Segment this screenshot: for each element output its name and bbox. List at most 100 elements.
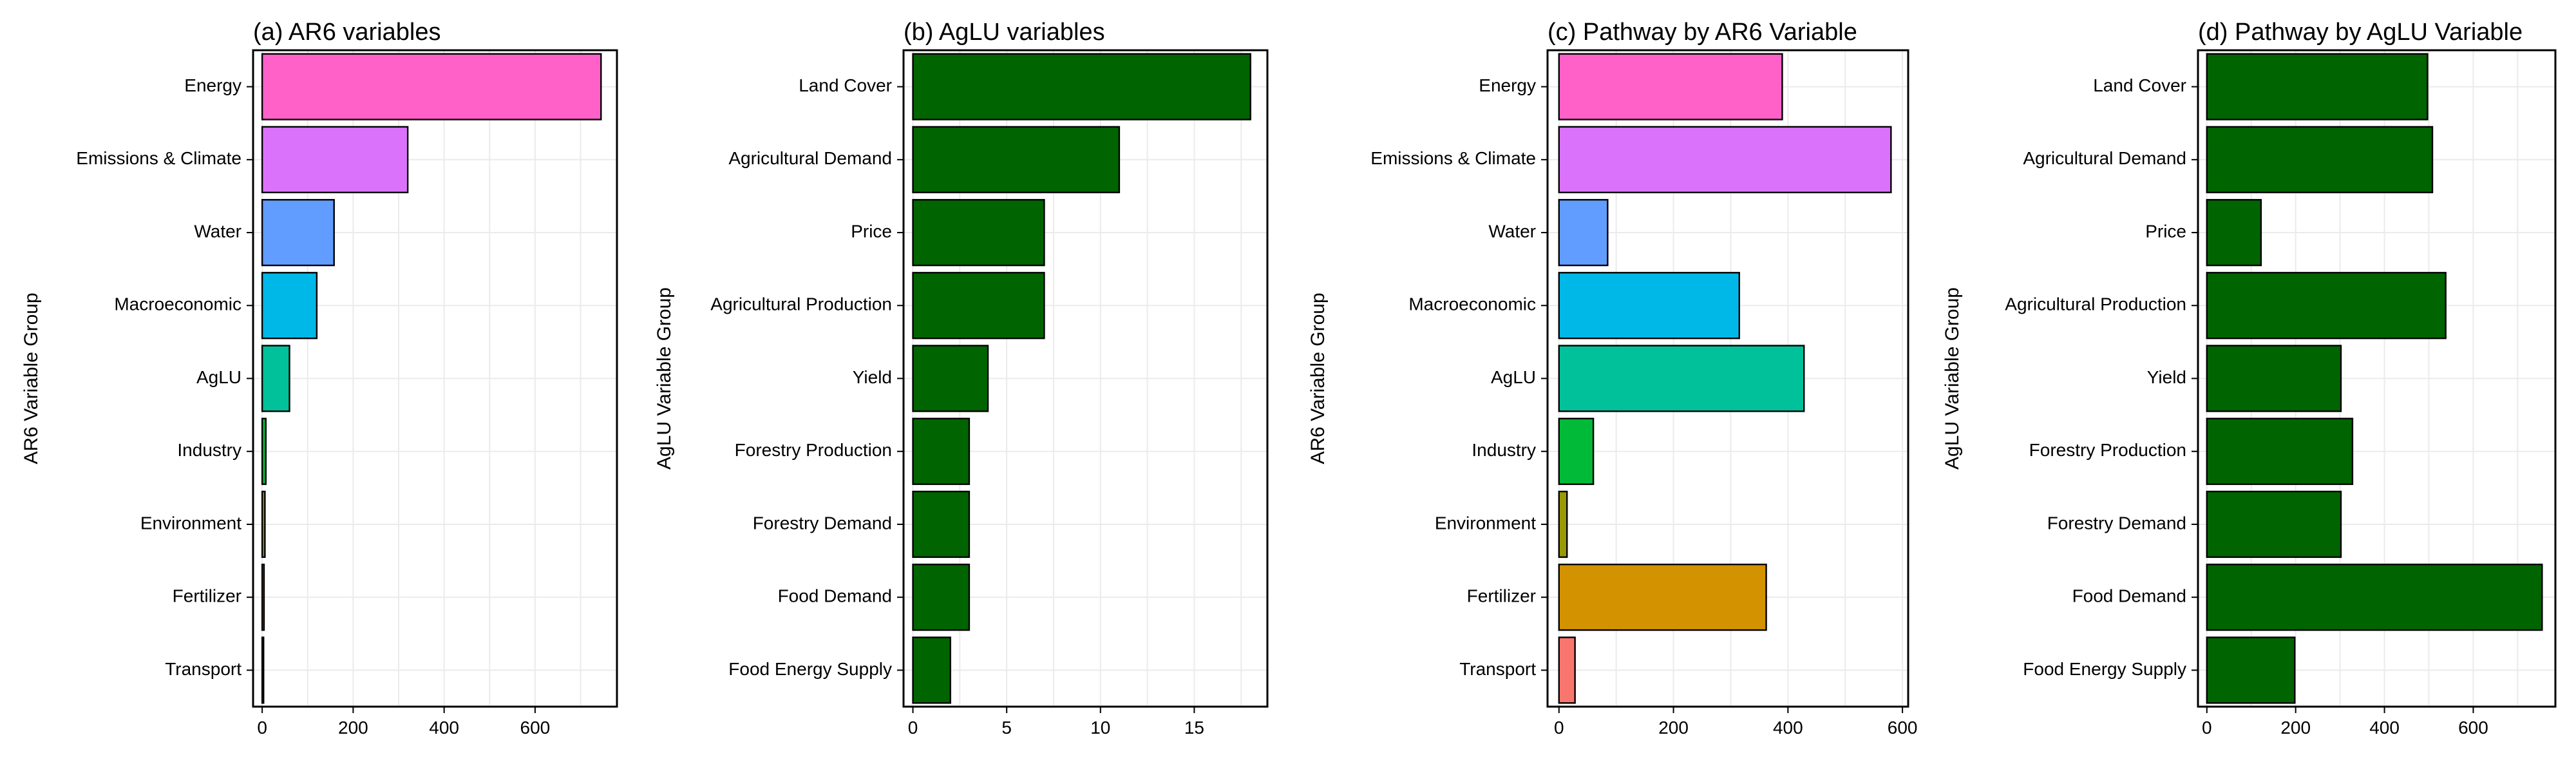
- bar-forestry-demand: [2206, 490, 2342, 558]
- y-tick-label: Land Cover: [2093, 75, 2186, 95]
- x-tick-label: 0: [257, 718, 267, 738]
- x-tick-label: 0: [2202, 718, 2212, 738]
- y-tick-label: Industry: [1472, 440, 1536, 460]
- y-tick-label: Fertilizer: [1467, 586, 1536, 606]
- bar-industry: [1558, 417, 1595, 485]
- y-tick-label: Forestry Demand: [753, 513, 892, 533]
- y-tick-label: Food Demand: [2072, 586, 2186, 606]
- y-tick-label: AgLU: [196, 367, 242, 387]
- y-tick-label: Land Cover: [799, 75, 892, 95]
- panel-border: [1546, 49, 1909, 708]
- bar-emissions-climate: [1558, 126, 1892, 193]
- bar-forestry-demand: [912, 490, 971, 558]
- panel-title: (a) AR6 variables: [253, 19, 440, 46]
- y-axis-title: AR6 Variable Group: [21, 292, 42, 464]
- bar-water: [261, 198, 335, 267]
- x-tick-label: 15: [1184, 718, 1204, 738]
- y-tick-label: Yield: [853, 367, 892, 387]
- bar-environment: [261, 490, 266, 558]
- y-tick-label: Environment: [1435, 513, 1536, 533]
- bar-food-demand: [2206, 564, 2543, 631]
- bar-emissions-climate: [261, 126, 409, 193]
- bar-transport: [1558, 636, 1576, 704]
- y-tick-label: Macroeconomic: [114, 294, 242, 314]
- panel-title: (c) Pathway by AR6 Variable: [1548, 19, 1857, 46]
- panel-title: (b) AgLU variables: [904, 19, 1105, 46]
- y-tick-label: Price: [2145, 221, 2186, 241]
- y-tick-label: Emissions & Climate: [1370, 148, 1536, 168]
- x-tick-label: 400: [429, 718, 459, 738]
- y-tick-label: Water: [194, 221, 242, 241]
- x-tick-label: 5: [1001, 718, 1012, 738]
- bar-agricultural-demand: [2206, 126, 2434, 193]
- y-tick-label: Yield: [2147, 367, 2186, 387]
- bar-agricultural-production: [2206, 272, 2447, 339]
- x-tick-label: 600: [1888, 718, 1918, 738]
- y-tick-label: Food Energy Supply: [728, 659, 892, 679]
- y-tick-label: Food Demand: [778, 586, 892, 606]
- bar-industry: [261, 417, 267, 485]
- panel-a: Energy Emissions & Climate Water Macroecono…: [21, 19, 618, 738]
- y-tick-label: Emissions & Climate: [76, 148, 242, 168]
- x-tick-label: 600: [520, 718, 551, 738]
- x-tick-label: 600: [2458, 718, 2488, 738]
- bar-agricultural-production: [912, 272, 1045, 339]
- y-tick-label: Food Energy Supply: [2023, 659, 2186, 679]
- bar-food-demand: [912, 564, 971, 631]
- bar-land-cover: [912, 53, 1251, 120]
- y-tick-label: Agricultural Production: [2005, 294, 2186, 314]
- bar-energy: [261, 53, 602, 120]
- y-tick-label: Energy: [184, 75, 242, 95]
- y-tick-label: Water: [1488, 221, 1536, 241]
- bar-price: [2206, 198, 2262, 267]
- y-tick-label: Environment: [140, 513, 242, 533]
- bar-yield: [2206, 345, 2342, 412]
- bar-fertilizer: [261, 564, 265, 631]
- bar-forestry-production: [912, 417, 971, 485]
- x-tick-label: 10: [1090, 718, 1110, 738]
- y-tick-label: Forestry Production: [735, 440, 892, 460]
- bar-energy: [1558, 53, 1783, 120]
- y-tick-label: Forestry Demand: [2047, 513, 2186, 533]
- panel-b: Land Cover Agricultural Demand Price Agricu…: [654, 19, 1269, 738]
- y-tick-label: Agricultural Demand: [2023, 148, 2186, 168]
- bar-yield: [912, 345, 989, 412]
- bar-forestry-production: [2206, 417, 2354, 485]
- bar-macroeconomic: [1558, 272, 1740, 339]
- bar-macroeconomic: [261, 272, 318, 339]
- x-tick-label: 200: [2280, 718, 2311, 738]
- bar-aglu: [261, 345, 290, 412]
- panel-title: (d) Pathway by AgLU Variable: [2198, 19, 2523, 46]
- x-tick-label: 200: [338, 718, 368, 738]
- x-tick-label: 0: [908, 718, 918, 738]
- bar-aglu: [1558, 345, 1805, 412]
- x-tick-label: 400: [2369, 718, 2400, 738]
- y-tick-label: Forestry Production: [2029, 440, 2186, 460]
- bar-water: [1558, 198, 1609, 267]
- y-tick-label: Transport: [165, 659, 242, 679]
- bar-land-cover: [2206, 53, 2429, 120]
- y-tick-label: AgLU: [1491, 367, 1536, 387]
- panel-border: [252, 49, 618, 708]
- x-tick-label: 0: [1554, 718, 1564, 738]
- y-tick-label: Energy: [1479, 75, 1536, 95]
- y-tick-label: Macroeconomic: [1408, 294, 1536, 314]
- bar-food-energy-supply: [2206, 636, 2296, 704]
- y-axis-title: AgLU Variable Group: [1942, 287, 1963, 470]
- bar-agricultural-demand: [912, 126, 1121, 193]
- panel-border: [902, 49, 1269, 708]
- panel-border: [2197, 49, 2557, 708]
- x-tick-label: 200: [1658, 718, 1689, 738]
- bar-transport: [261, 636, 265, 704]
- y-axis-title: AR6 Variable Group: [1307, 292, 1329, 464]
- y-tick-label: Transport: [1459, 659, 1536, 679]
- y-tick-label: Price: [851, 221, 892, 241]
- bar-food-energy-supply: [912, 636, 952, 704]
- panel-c: Energy Emissions & Climate Water Macroecono…: [1307, 19, 1918, 738]
- y-tick-label: Fertilizer: [173, 586, 242, 606]
- y-tick-label: Industry: [177, 440, 242, 460]
- y-tick-label: Agricultural Demand: [728, 148, 892, 168]
- y-tick-label: Agricultural Production: [710, 294, 892, 314]
- bar-environment: [1558, 490, 1568, 558]
